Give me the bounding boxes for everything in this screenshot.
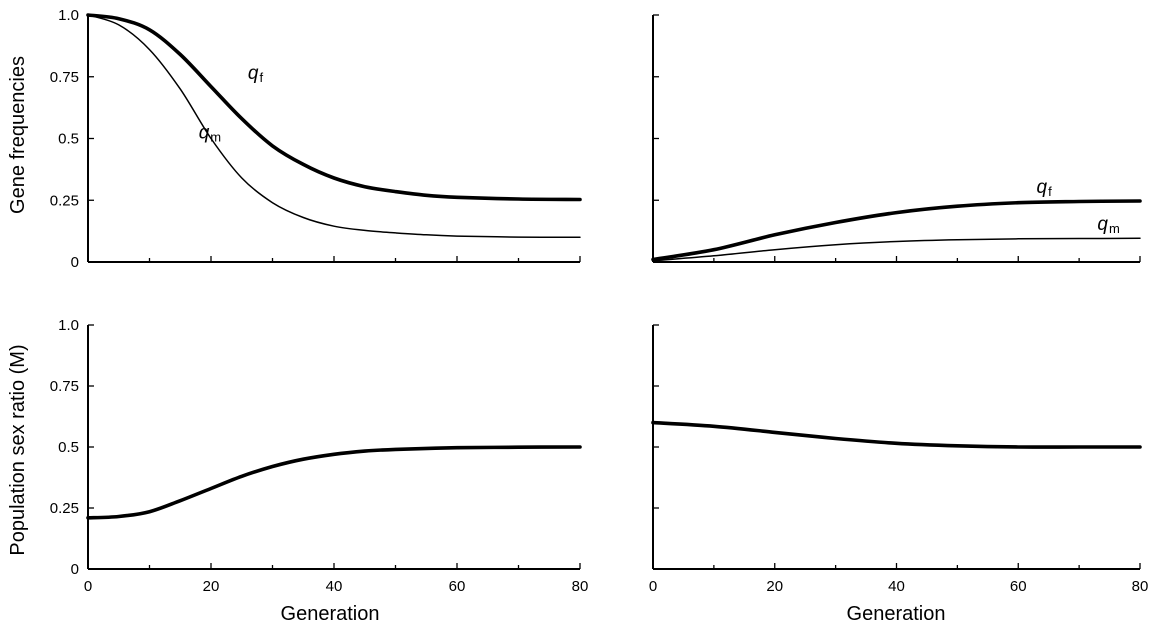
series-line-m bbox=[651, 420, 1142, 449]
x-tick-label: 40 bbox=[326, 578, 343, 595]
y-tick-label: 0.25 bbox=[50, 500, 79, 517]
chart-panel-bottom-left: 0 20 40 60 80 0 0.25 0.5 0.75 1.0 bbox=[50, 317, 589, 595]
y-tick-label: 0.75 bbox=[50, 69, 79, 86]
y-tick-label: 0.25 bbox=[50, 192, 79, 209]
chart-panel-bottom-right: 0 20 40 60 80 bbox=[649, 324, 1149, 595]
x-tick-label: 0 bbox=[84, 578, 92, 595]
x-tick-label: 60 bbox=[1010, 578, 1027, 595]
y-axis-title-population-sex-ratio: Population sex ratio (M) bbox=[7, 344, 29, 555]
x-tick-label: 80 bbox=[1132, 578, 1149, 595]
x-tick-label: 0 bbox=[649, 578, 657, 595]
series-label-q-f: qf bbox=[1037, 177, 1053, 199]
y-axis-title-gene-frequencies: Gene frequencies bbox=[7, 56, 29, 214]
series-label-q-f: qf bbox=[248, 63, 264, 85]
series-line-q-m bbox=[87, 14, 581, 239]
y-tick-label: 0 bbox=[71, 254, 79, 271]
y-tick-label: 1.0 bbox=[58, 7, 79, 24]
x-axis-title-left: Generation bbox=[281, 603, 380, 625]
series-line-q-f bbox=[86, 13, 582, 202]
x-axis-title-right: Generation bbox=[847, 603, 946, 625]
y-tick-label: 0.5 bbox=[58, 439, 79, 456]
series-line-q-m bbox=[652, 237, 1141, 262]
y-tick-label: 0.75 bbox=[50, 378, 79, 395]
panels-group: 0 0.25 0.5 0.75 1.0 qf qm qf qm 0 20 40 60 80 0 0.25 0.5… bbox=[50, 7, 1149, 595]
y-tick-label: 0.5 bbox=[58, 131, 79, 148]
x-tick-label: 20 bbox=[766, 578, 783, 595]
chart-panel-top-right: qf qm bbox=[651, 14, 1142, 263]
y-tick-label: 1.0 bbox=[58, 317, 79, 334]
x-tick-label: 60 bbox=[449, 578, 466, 595]
chart-panel-top-left: 0 0.25 0.5 0.75 1.0 qf qm bbox=[50, 7, 582, 271]
y-tick-label: 0 bbox=[71, 561, 79, 578]
x-tick-label: 80 bbox=[572, 578, 589, 595]
x-tick-label: 20 bbox=[203, 578, 220, 595]
series-line-m bbox=[86, 445, 582, 520]
series-label-q-m: qm bbox=[199, 123, 221, 145]
series-label-q-m: qm bbox=[1097, 214, 1119, 236]
x-tick-label: 40 bbox=[888, 578, 905, 595]
series-line-q-f bbox=[651, 199, 1142, 262]
